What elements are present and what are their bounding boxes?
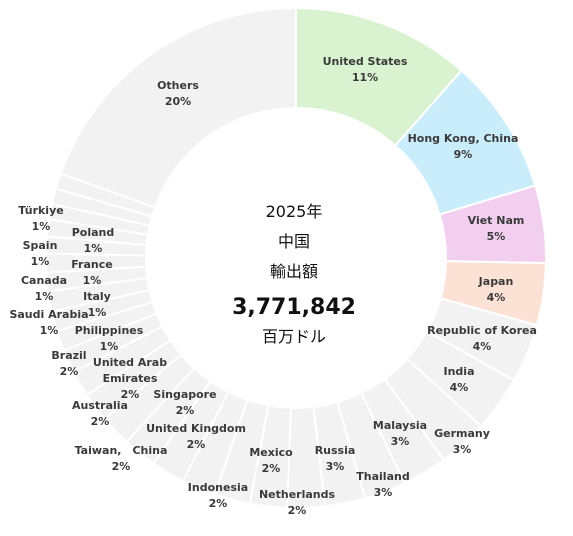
slice-label: France 1%: [71, 258, 112, 287]
slice-label: Canada 1%: [21, 274, 67, 303]
slice-label: India 4%: [444, 365, 475, 394]
slice-label: Saudi Arabia 1%: [9, 308, 88, 337]
center-total-value: 3,771,842: [232, 295, 356, 320]
center-year: 2025年: [266, 202, 323, 221]
slice-label: Germany 3%: [434, 427, 490, 456]
slice-label: Mexico 2%: [249, 446, 293, 475]
slice-label: Malaysia 3%: [373, 419, 427, 448]
slice-label: Netherlands 2%: [259, 488, 336, 517]
slice-label: United Arab Emirates 2%: [93, 356, 167, 401]
slice-label: Spain 1%: [23, 239, 58, 268]
slice-others: [59, 6, 297, 209]
labels-group: United States 11% Hong Kong, China 9% Viet N…: [9, 55, 536, 517]
slice-label: Russia 3%: [315, 444, 356, 473]
slice-label: Others 20%: [157, 79, 199, 108]
center-unit: 百万ドル: [262, 327, 326, 346]
slice-label: Philippines 1%: [75, 324, 144, 353]
slice-label: Japan 4%: [478, 275, 514, 304]
slice-label: Brazil 2%: [51, 349, 86, 378]
slice-label: Australia 2%: [72, 399, 128, 428]
center-country: 中国: [278, 232, 310, 251]
slice-label: Indonesia 2%: [188, 481, 248, 510]
center-metric: 輸出額: [270, 262, 318, 281]
slice-label: Poland 1%: [72, 226, 115, 255]
slice-label: Türkiye 1%: [18, 204, 63, 233]
slice-label: Thailand 3%: [356, 470, 409, 499]
slice-label: Republic of Korea 4%: [427, 324, 537, 353]
slice-label: Viet Nam 5%: [468, 214, 525, 243]
slice-label: Hong Kong, China 9%: [408, 132, 519, 161]
slices-group: [45, 6, 547, 509]
slice-label: Taiwan, China 2%: [75, 444, 168, 473]
center-label: 2025年 中国 輸出額 3,771,842 百万ドル: [232, 202, 356, 346]
slice-label: Italy 1%: [83, 290, 111, 319]
slice-label: United Kingdom 2%: [146, 422, 246, 451]
slice-label: United States 11%: [323, 55, 408, 84]
slice-label: Singapore 2%: [153, 388, 216, 417]
